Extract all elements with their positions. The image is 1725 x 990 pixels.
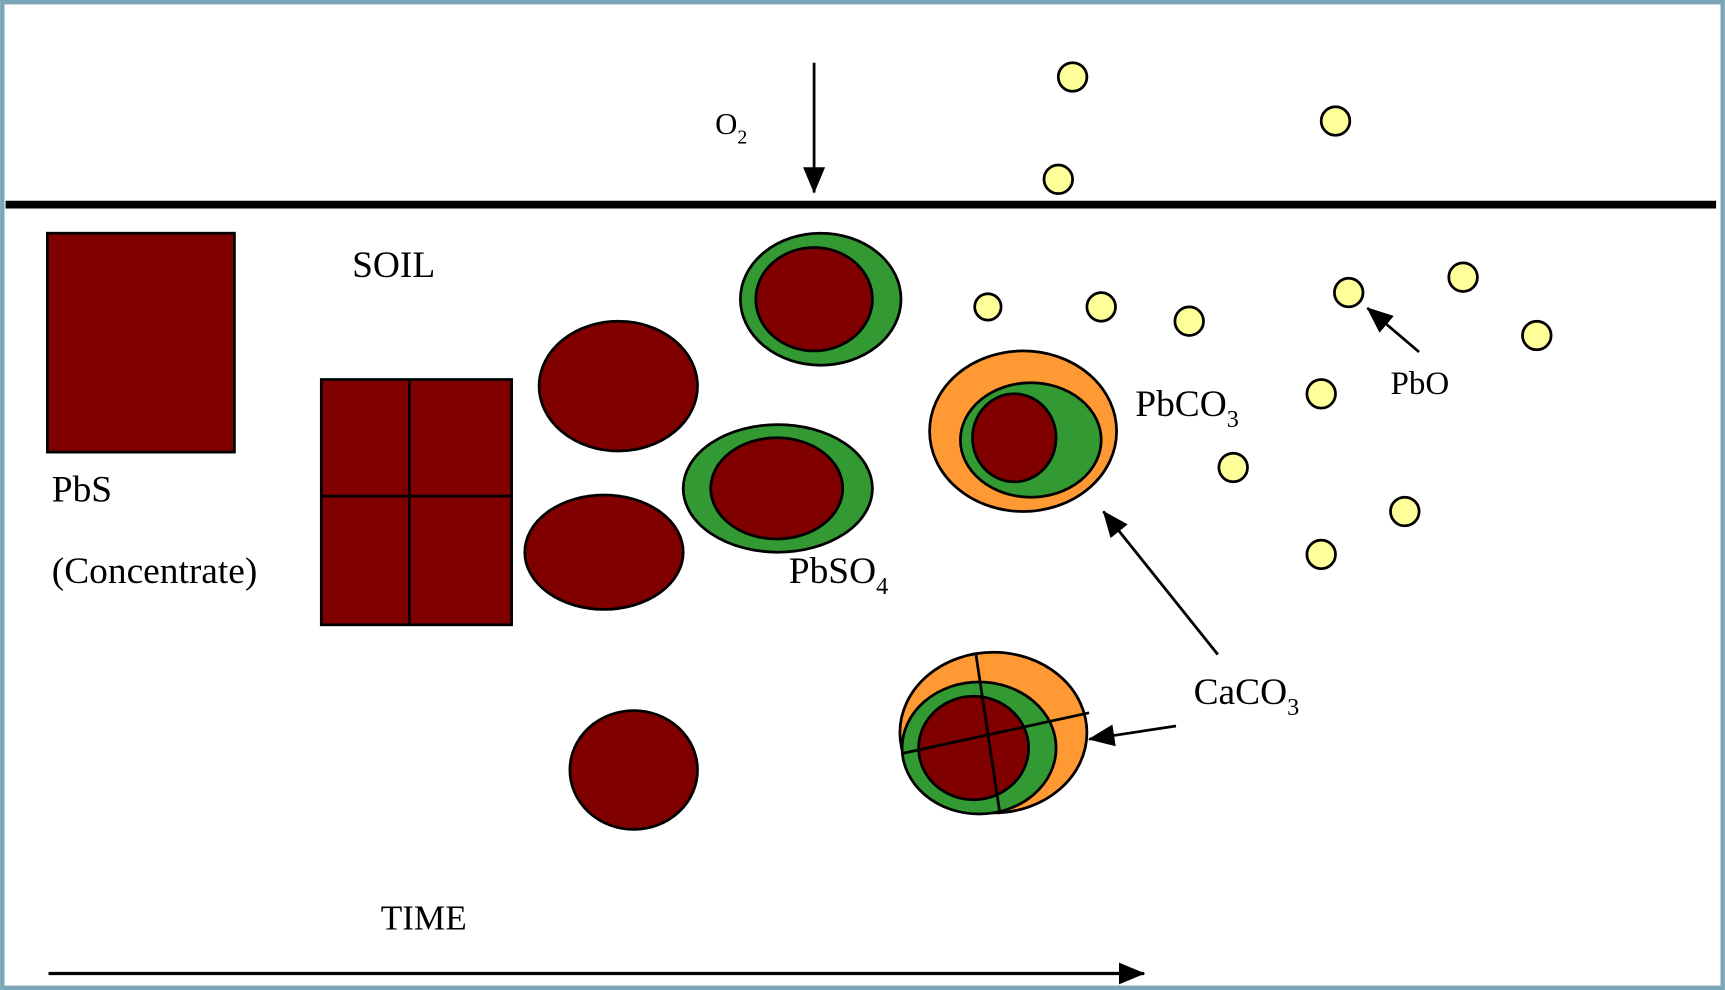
label-text: PbSO: [789, 551, 876, 592]
fractured-block: [321, 380, 511, 625]
label: TIME: [381, 899, 467, 938]
label-text: O: [715, 107, 737, 141]
label-subscript: 4: [876, 573, 888, 600]
label-text: PbCO: [1135, 384, 1226, 425]
particle: [525, 495, 683, 609]
coated-particle: [740, 233, 901, 365]
label-subscript: 2: [737, 126, 747, 148]
label-subscript: 3: [1227, 406, 1239, 433]
label: PbS: [52, 470, 112, 511]
carbonate-particle: [900, 652, 1089, 814]
particle: [570, 711, 698, 830]
label: PbO: [1391, 366, 1450, 402]
label-text: SOIL: [352, 245, 435, 286]
carbonate-particle: [930, 351, 1117, 512]
label: SOIL: [352, 245, 435, 286]
label-text: PbO: [1391, 366, 1450, 402]
label-text: CaCO: [1194, 672, 1287, 713]
label-text: PbS: [52, 470, 112, 511]
label: (Concentrate): [52, 551, 258, 592]
label-text: TIME: [381, 899, 467, 938]
diagram: O2SOILPbS(Concentrate)PbSO4PbCO3PbOCaCO3…: [0, 0, 1725, 990]
label-subscript: 3: [1287, 694, 1299, 721]
particle: [539, 321, 697, 451]
coated-particle: [683, 425, 872, 553]
pbs-block: [47, 233, 234, 452]
label-text: (Concentrate): [52, 551, 258, 592]
